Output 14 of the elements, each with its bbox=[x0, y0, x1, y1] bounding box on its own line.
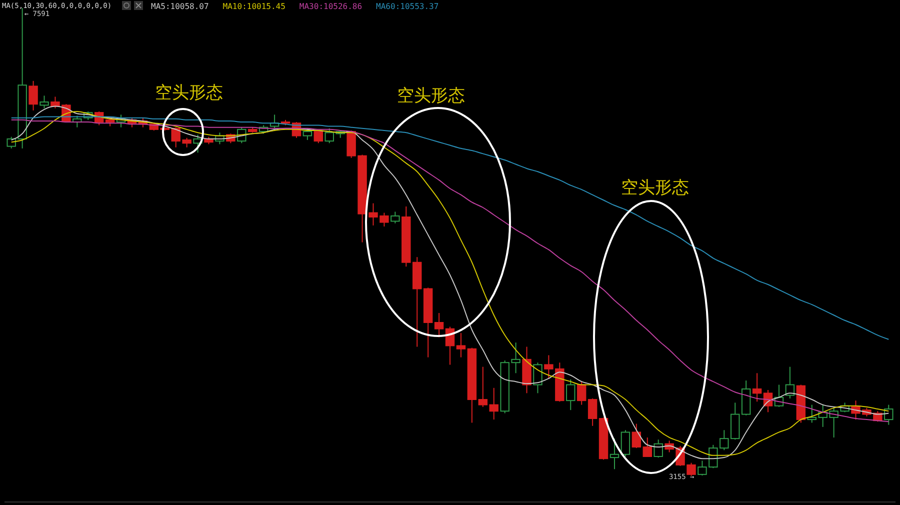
annotation: 空头形态 bbox=[621, 178, 689, 198]
candlestick bbox=[489, 387, 498, 420]
annotation: 空头形态 bbox=[397, 86, 465, 106]
text: MA10:10015.45 bbox=[222, 2, 286, 11]
annotation: 空头形态 bbox=[155, 83, 223, 103]
text: MA5:10058.07 bbox=[151, 2, 209, 11]
text: MA60:10553.37 bbox=[376, 2, 439, 11]
text: MA30:10526.86 bbox=[299, 2, 362, 11]
candlestick bbox=[522, 346, 532, 394]
candlestick bbox=[610, 438, 620, 470]
candlestick bbox=[390, 211, 400, 224]
candlestick bbox=[40, 95, 49, 109]
candlestick bbox=[456, 332, 466, 358]
candlestick bbox=[412, 256, 422, 348]
